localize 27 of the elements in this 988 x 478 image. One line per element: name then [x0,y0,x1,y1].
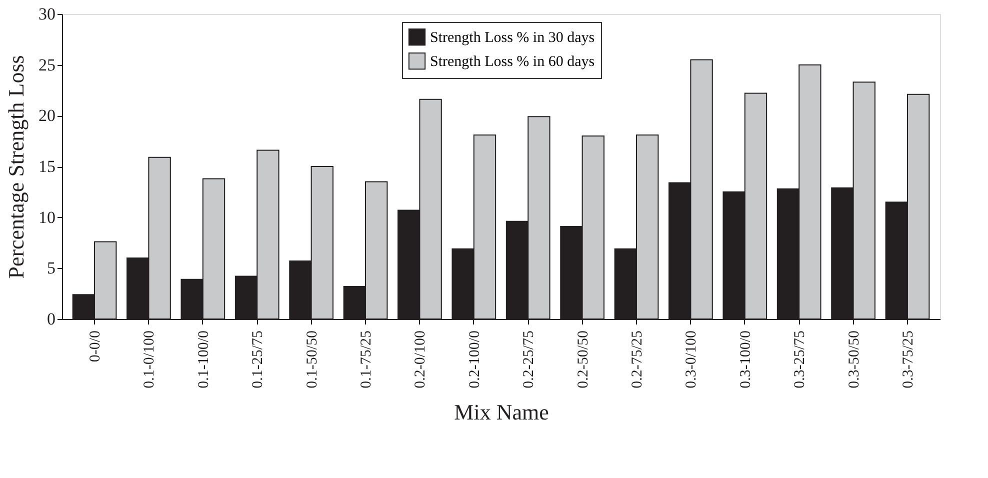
x-tick-label: 0.1-0/100 [142,330,158,388]
x-tick-label: 0.1-25/75 [250,330,266,388]
y-tick-label: 20 [38,106,56,126]
x-axis-title: Mix Name [454,399,549,424]
x-tick-label: 0-0/0 [88,330,104,362]
x-tick-label: 0.1-100/0 [196,330,212,388]
legend-label: Strength Loss % in 30 days [430,30,595,46]
y-tick-label: 15 [38,157,56,176]
y-tick-label: 5 [47,258,56,278]
x-tick-label: 0.1-50/50 [304,330,320,388]
x-tick-label: 0.2-100/0 [466,330,483,388]
x-tick-label: 0.2-50/50 [575,330,592,388]
x-tick-label: 0.3-50/50 [846,330,862,388]
x-tick-label: 0.2-75/25 [629,330,646,388]
y-axis-title: Percentage Strength Loss [4,55,28,279]
x-tick-label: 0.3-75/25 [900,330,916,388]
y-tick-label: 30 [38,4,56,24]
x-tick-label: 0.2-25/75 [521,330,538,388]
x-tick-label: 0.2-0/100 [412,330,429,388]
y-tick-label: 0 [47,310,56,328]
x-tick-label: 0.3-25/75 [792,330,808,388]
legend-label: Strength Loss % in 60 days [430,54,595,70]
x-tick-label: 0.3-100/0 [738,330,754,388]
x-tick-label: 0.1-75/25 [358,330,375,388]
x-tick-label: 0.3-0/100 [684,330,700,388]
y-tick-label: 25 [38,55,56,74]
y-tick-label: 10 [38,208,56,227]
